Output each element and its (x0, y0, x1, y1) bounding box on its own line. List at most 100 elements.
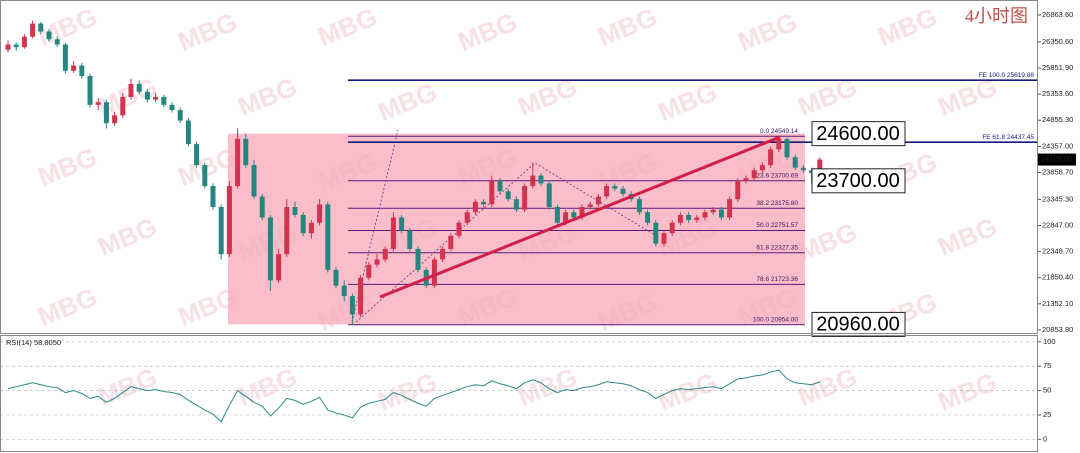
fib-level-label: 100.0 20954.00 (753, 316, 799, 323)
candle-body (259, 196, 265, 218)
candle-body (202, 165, 208, 187)
candle-body (407, 230, 413, 249)
y-tick-label: 22847.00 (1042, 220, 1073, 229)
y-tick-label: 0 (1043, 434, 1047, 443)
candle-body (218, 207, 224, 255)
candle-body (177, 110, 183, 121)
y-tick-label: 25851.90 (1042, 63, 1073, 72)
candle-body (464, 212, 470, 223)
rsi-line (7, 369, 820, 423)
candle-body (5, 44, 11, 50)
candle-body (128, 83, 134, 97)
candle-body (210, 186, 216, 208)
rsi-panel: 100 75 50 25 0 (0, 337, 1056, 443)
candle-body (30, 23, 36, 37)
candle-body (185, 120, 191, 145)
y-tick-label: 20853.80 (1042, 325, 1073, 334)
fib-level-label: 78.6 21723.36 (756, 276, 798, 283)
candle-body (620, 188, 626, 194)
candle-body (284, 207, 290, 255)
candle-body (21, 36, 27, 48)
candle-body (431, 259, 437, 286)
current-price-box (1038, 153, 1076, 166)
trend-line (379, 135, 781, 299)
candle-body (153, 96, 159, 100)
chart-title: 4小时图 (965, 6, 1028, 26)
fib-zigzag (355, 162, 656, 323)
y-tick-label: 26350.60 (1042, 37, 1073, 46)
candle-body (333, 269, 339, 286)
fib-level-label: 38.2 23175.80 (756, 200, 798, 207)
candle-body (587, 204, 593, 208)
candle-body (349, 296, 355, 315)
candle-body (776, 138, 782, 150)
rsi-panel-frame (0, 335, 1038, 452)
candle-body (710, 209, 716, 213)
y-tick-label: 22348.70 (1042, 247, 1073, 256)
candle-body (71, 65, 77, 71)
fib-level-label: 23.6 23700.69 (756, 172, 798, 179)
candle-body (235, 138, 241, 187)
candle-body (661, 233, 667, 244)
candle-body (226, 186, 232, 255)
candle-body (399, 217, 405, 231)
candle-body (645, 212, 651, 223)
candle-body (768, 149, 774, 166)
candle-body (702, 212, 708, 218)
candle-body (440, 248, 446, 260)
candle-body (87, 75, 93, 105)
candle-body (169, 104, 175, 111)
candle-body (79, 65, 85, 76)
candle-body (46, 31, 52, 40)
price-box (811, 311, 906, 337)
candle-body (489, 180, 495, 205)
candle-body (194, 144, 200, 166)
y-tick-label: 23345.30 (1042, 194, 1073, 203)
candle-body (538, 175, 544, 184)
candle-body (456, 222, 462, 236)
price-box-label: 23700.00 (816, 170, 899, 192)
fe-level-label: FE 61.8 24437.45 (982, 134, 1034, 141)
current-price-label: 24105.50 (1041, 155, 1072, 164)
price-panel: 26863.60 26350.60 25851.90 25353.60 24855.30… (5, 10, 1076, 337)
candle-body (390, 217, 396, 249)
candle-body (144, 91, 150, 100)
candle-body (759, 165, 765, 171)
y-tick-label: 25353.60 (1042, 89, 1073, 98)
candle-body (251, 165, 257, 197)
candle-body (276, 254, 282, 281)
candle-body (136, 83, 142, 92)
candle-body (718, 209, 724, 218)
candle-body (341, 285, 347, 297)
candle-body (54, 39, 60, 45)
candle-body (563, 212, 569, 223)
candle-body (669, 222, 675, 234)
candle-body (497, 180, 503, 192)
candle-body (800, 167, 806, 171)
candle-body (571, 212, 577, 218)
y-tick-label: 50 (1043, 386, 1051, 395)
candle-body (653, 222, 659, 244)
candle-body (38, 23, 44, 32)
candle-body (325, 204, 331, 270)
candle-body (366, 264, 372, 278)
candle-body (267, 217, 273, 281)
candle-body (686, 214, 692, 221)
candle-body (513, 199, 519, 210)
candle-body (694, 217, 700, 221)
candle-body (530, 175, 536, 187)
y-tick-label: 24357.00 (1042, 141, 1073, 150)
candle-body (481, 201, 487, 205)
candle-body (546, 183, 552, 208)
y-tick-label: 75 (1043, 361, 1051, 370)
y-tick-label: 21850.40 (1042, 273, 1073, 282)
candle-body (595, 196, 601, 205)
fib-level-label: 50.0 22751.57 (756, 222, 798, 229)
fib-level-label: 61.8 22327.35 (756, 244, 798, 251)
candle-body (522, 186, 528, 210)
candle-body (727, 199, 733, 218)
candle-body (103, 102, 109, 124)
candle-body (579, 207, 585, 218)
candle-body (448, 235, 454, 249)
